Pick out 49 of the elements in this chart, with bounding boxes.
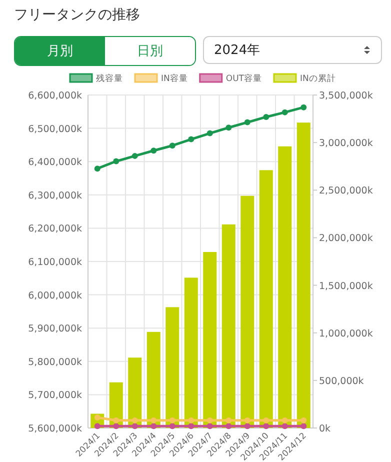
legend-label: IN容量 — [161, 73, 188, 84]
bar — [166, 307, 180, 428]
bar — [184, 278, 198, 428]
bar — [296, 122, 310, 428]
legend-label: OUT容量 — [226, 73, 262, 84]
bar — [222, 224, 236, 428]
y-tick-label: 5,800,000k — [28, 356, 82, 368]
point — [113, 158, 120, 164]
y2-tick-label: 3,500,000k — [319, 90, 374, 102]
y-tick-label: 6,200,000k — [28, 224, 82, 235]
point — [132, 152, 138, 159]
text: 日別 — [105, 37, 195, 65]
bar — [278, 146, 292, 428]
point — [188, 136, 194, 142]
y-tick-label: 5,600,000k — [28, 424, 82, 434]
text: 月別 — [15, 37, 105, 65]
point — [282, 109, 288, 116]
y2-tick-label: 2,000,000k — [319, 233, 374, 244]
y-tick-label: 6,000,000k — [28, 290, 82, 302]
legend-label: 残容量 — [96, 73, 123, 84]
bar — [146, 332, 160, 428]
y2-tick-label: 0k — [319, 424, 332, 434]
y2-tick-label: 1,000,000k — [319, 328, 374, 340]
point — [226, 124, 232, 131]
bar — [128, 358, 142, 428]
chart-title: フリータンクの推移 — [14, 6, 140, 24]
bar — [240, 196, 254, 428]
bar — [259, 170, 273, 428]
legend-label: INの累計 — [300, 73, 336, 84]
y2-tick-label: 500,000k — [319, 376, 364, 387]
y2-tick-label: 3,000,000k — [319, 138, 374, 150]
y2-tick-label: 1,500,000k — [319, 280, 374, 292]
point — [244, 119, 250, 126]
point — [94, 166, 100, 172]
point — [150, 148, 157, 154]
y-tick-label: 6,400,000k — [28, 157, 82, 168]
y2-tick-label: 2,500,000k — [319, 186, 374, 197]
point — [263, 114, 270, 120]
y-tick-label: 6,300,000k — [28, 190, 82, 202]
point — [206, 130, 213, 136]
y-tick-label: 5,700,000k — [28, 390, 82, 402]
point — [300, 104, 307, 110]
y-tick-label: 6,600,000k — [28, 90, 82, 102]
text: 2024年 — [214, 42, 262, 59]
y-tick-label: 5,900,000k — [28, 324, 82, 335]
bar — [203, 252, 217, 428]
point — [169, 142, 176, 149]
y-tick-label: 6,100,000k — [28, 257, 82, 268]
y-tick-label: 6,500,000k — [28, 124, 82, 135]
